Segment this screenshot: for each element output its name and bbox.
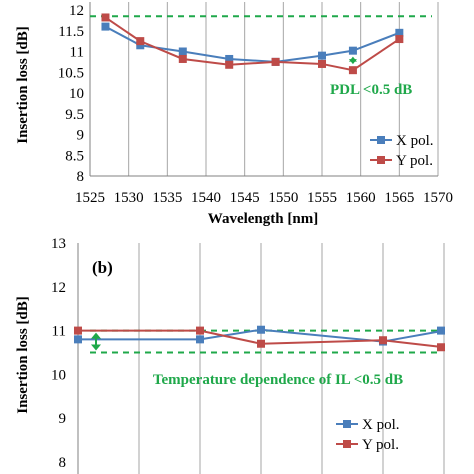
chart-a-pdl-arrow	[348, 56, 357, 65]
chart-a-legend-marker	[377, 156, 385, 164]
chart-a-axes	[89, 2, 438, 177]
chart-a-grid	[128, 2, 439, 176]
il-arrow-head-down	[91, 344, 101, 351]
chart-a-point	[395, 35, 404, 44]
chart-b-point	[196, 326, 204, 335]
chart-a-point	[225, 54, 234, 63]
chart-a-point	[178, 47, 187, 56]
chart-b-y-ticks: 8 9 10 11 12 13	[51, 236, 66, 471]
chart-b-point	[196, 335, 204, 344]
chart-a-y-tick-label: 10.5	[58, 65, 84, 81]
chart-b-y-tick-label: 10	[51, 367, 66, 383]
chart-a-x-tick-label: 1530	[114, 190, 144, 206]
chart-a-legend-marker	[377, 136, 385, 144]
chart-a-x-tick-label: 1560	[346, 190, 376, 206]
chart-a-y-axis-label: Insertion loss [dB]	[15, 26, 31, 144]
chart-a-x-tick-label: 1525	[75, 190, 105, 206]
chart-a-point	[101, 22, 110, 31]
chart-b: 8 9 10 11 12 13 (b) Temperature dependence of…	[15, 236, 445, 474]
chart-b-point	[257, 325, 265, 334]
chart-a-x-tick-label: 1535	[152, 190, 182, 206]
chart-b-legend-marker	[343, 420, 351, 428]
chart-a-y-tick-label: 10	[69, 86, 84, 102]
chart-a-x-tick-label: 1555	[307, 190, 337, 206]
chart-b-point	[379, 336, 387, 345]
chart-a-legend-label: X pol.	[396, 133, 434, 149]
chart-b-point	[74, 326, 82, 335]
chart-a-y-tick-label: 11	[70, 45, 84, 61]
il-arrow-head-up	[91, 332, 101, 339]
chart-a-series-line	[104, 25, 400, 63]
chart-a-y-tick-label: 8.5	[65, 148, 84, 164]
chart-b-y-tick-label: 13	[51, 236, 66, 252]
chart-a-x-axis-label: Wavelength [nm]	[208, 211, 318, 227]
chart-b-y-tick-label: 12	[51, 280, 66, 296]
chart-a-x-tick-label: 1565	[384, 190, 414, 206]
chart-b-y-axis-label: Insertion loss [dB]	[15, 296, 31, 414]
chart-b-point	[257, 339, 265, 348]
chart-b-y-tick-label: 8	[59, 455, 67, 471]
chart-b-panel-label: (b)	[92, 258, 113, 277]
chart-b-y-tick-label: 11	[52, 324, 66, 340]
chart-a-point	[225, 60, 234, 69]
chart-a-point	[318, 51, 326, 60]
chart-a-x-ticks: 1525 1530 1535 1540 1545 1550 1555 1560 1565 1570	[75, 190, 453, 206]
chart-a-y-tick-label: 11.5	[58, 24, 84, 40]
chart-a-point	[395, 28, 404, 37]
chart-b-legend-label: X pol.	[362, 417, 400, 433]
pdl-arrow-head-down	[348, 59, 357, 65]
chart-a-y-ticks: 8 8.5 9 9.5 10 10.5 11 11.5 12	[58, 3, 84, 185]
chart-a-point	[101, 13, 110, 22]
chart-a-x-tick-label: 1545	[230, 190, 260, 206]
chart-a-x-tick-label: 1540	[191, 190, 221, 206]
chart-a-point	[271, 57, 280, 66]
chart-b-series	[74, 325, 445, 352]
chart-b-point	[437, 326, 445, 335]
chart-b-legend: X pol. Y pol.	[336, 417, 400, 453]
chart-a-series-line	[104, 16, 400, 72]
chart-a-x-tick-label: 1570	[423, 190, 453, 206]
chart-b-legend-marker	[343, 440, 351, 448]
chart-b-annotation: Temperature dependence of IL <0.5 dB	[153, 372, 403, 388]
chart-a-point	[348, 66, 357, 75]
chart-a-point	[136, 37, 145, 46]
chart-a-y-tick-label: 12	[69, 3, 84, 19]
chart-b-legend-label: Y pol.	[362, 437, 399, 453]
chart-a-point	[136, 41, 145, 50]
chart-a-legend-label: Y pol.	[396, 153, 433, 169]
chart-a-point	[348, 46, 357, 55]
chart-b-point	[74, 335, 82, 344]
chart-a-annotation: PDL <0.5 dB	[330, 82, 412, 98]
chart-a-point	[318, 59, 326, 68]
chart-a-y-tick-label: 8	[77, 169, 85, 185]
chart-a-point	[178, 54, 187, 63]
chart-a-y-tick-label: 9.5	[65, 107, 84, 123]
chart-a-series	[101, 13, 404, 75]
chart-a-x-tick-label: 1550	[268, 190, 298, 206]
chart-b-grid	[138, 243, 445, 474]
chart-b-y-tick-label: 9	[59, 411, 67, 427]
chart-b-il-arrow	[91, 332, 101, 351]
chart-a-legend: X pol. Y pol.	[370, 133, 434, 169]
chart-b-point	[437, 343, 445, 352]
chart-a-y-tick-label: 9	[77, 128, 85, 144]
